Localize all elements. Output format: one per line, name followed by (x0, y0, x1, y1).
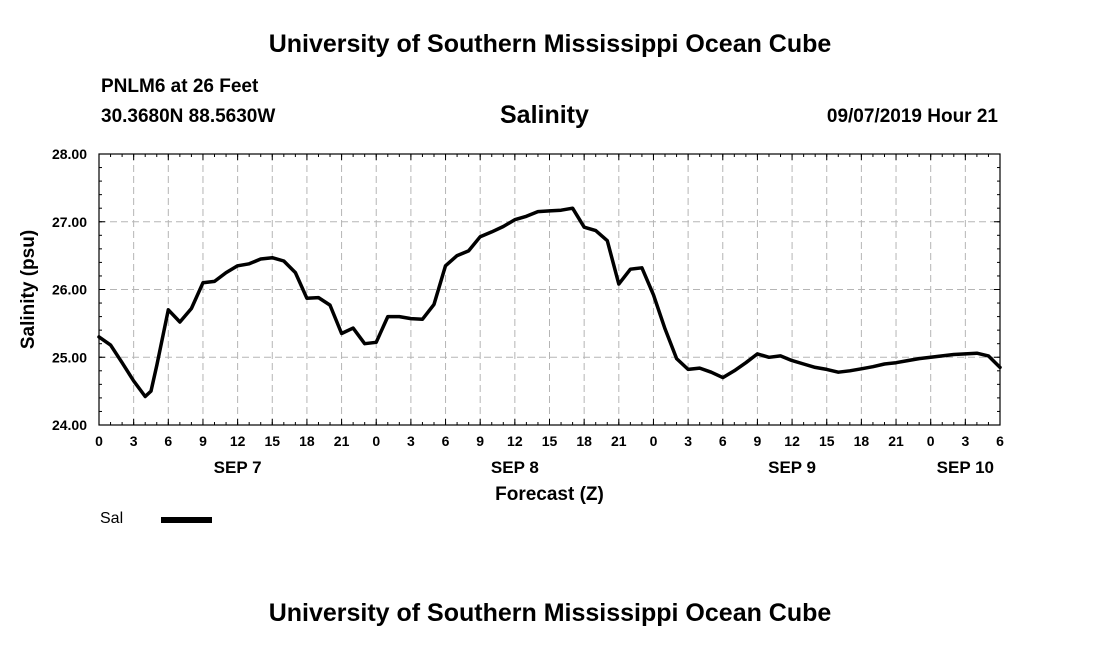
x-tick-label: 15 (264, 433, 280, 449)
variable-title: Salinity (500, 101, 589, 129)
x-tick-label: 6 (442, 433, 450, 449)
x-tick-label: 12 (507, 433, 523, 449)
x-tick-label: 0 (650, 433, 658, 449)
x-tick-label: 3 (407, 433, 415, 449)
x-tick-label: 18 (299, 433, 315, 449)
y-tick-label: 26.00 (52, 282, 87, 298)
axis-labels: 0 3 6 9 12 15 18 21 0 3 6 9 12 15 18 21 0 3 6 9 12 15 18 21 0 3 6 2… (18, 146, 1004, 505)
x-tick-label: 3 (961, 433, 969, 449)
x-tick-label: 21 (334, 433, 350, 449)
x-tick-label: 9 (476, 433, 484, 449)
x-tick-label: 0 (95, 433, 103, 449)
series-layer (97, 206, 1002, 399)
x-tick-label: 3 (130, 433, 138, 449)
x-tick-label: 0 (927, 433, 935, 449)
x-tick-label: 6 (996, 433, 1004, 449)
x-tick-label: 3 (684, 433, 692, 449)
x-tick-label: 9 (754, 433, 762, 449)
y-tick-label: 28.00 (52, 146, 87, 162)
y-tick-label: 25.00 (52, 349, 87, 365)
plot-frame (98, 153, 1001, 426)
axes (98, 153, 1001, 426)
legend-label: Sal (100, 510, 124, 527)
x-tick-label: 21 (888, 433, 904, 449)
footer-title: University of Southern Mississippi Ocean… (268, 599, 832, 627)
legend-line-swatch (161, 517, 212, 523)
day-label: SEP 8 (491, 458, 539, 477)
x-tick-label: 21 (611, 433, 627, 449)
x-tick-label: 6 (164, 433, 172, 449)
x-tick-label: 6 (719, 433, 727, 449)
main-title: University of Southern Mississippi Ocean… (268, 30, 832, 58)
coordinates-label: 30.3680N 88.5630W (101, 106, 276, 127)
x-tick-label: 0 (372, 433, 380, 449)
day-label: SEP 7 (214, 458, 262, 477)
y-tick-label: 27.00 (52, 214, 87, 230)
series-line-sal (97, 206, 1002, 399)
day-label: SEP 10 (937, 458, 994, 477)
x-tick-label: 18 (576, 433, 592, 449)
forecast-datetime: 09/07/2019 Hour 21 (826, 106, 998, 127)
y-axis-title: Salinity (psu) (18, 230, 39, 349)
x-tick-label: 12 (230, 433, 246, 449)
station-label: PNLM6 at 26 Feet (101, 76, 259, 97)
x-tick-label: 15 (542, 433, 558, 449)
x-tick-label: 18 (854, 433, 870, 449)
x-tick-label: 9 (199, 433, 207, 449)
x-axis-title: Forecast (Z) (495, 484, 604, 505)
y-tick-label: 24.00 (52, 417, 87, 433)
grid-lines (99, 154, 1000, 425)
x-tick-label: 15 (819, 433, 835, 449)
x-tick-label: 12 (784, 433, 800, 449)
day-label: SEP 9 (768, 458, 816, 477)
